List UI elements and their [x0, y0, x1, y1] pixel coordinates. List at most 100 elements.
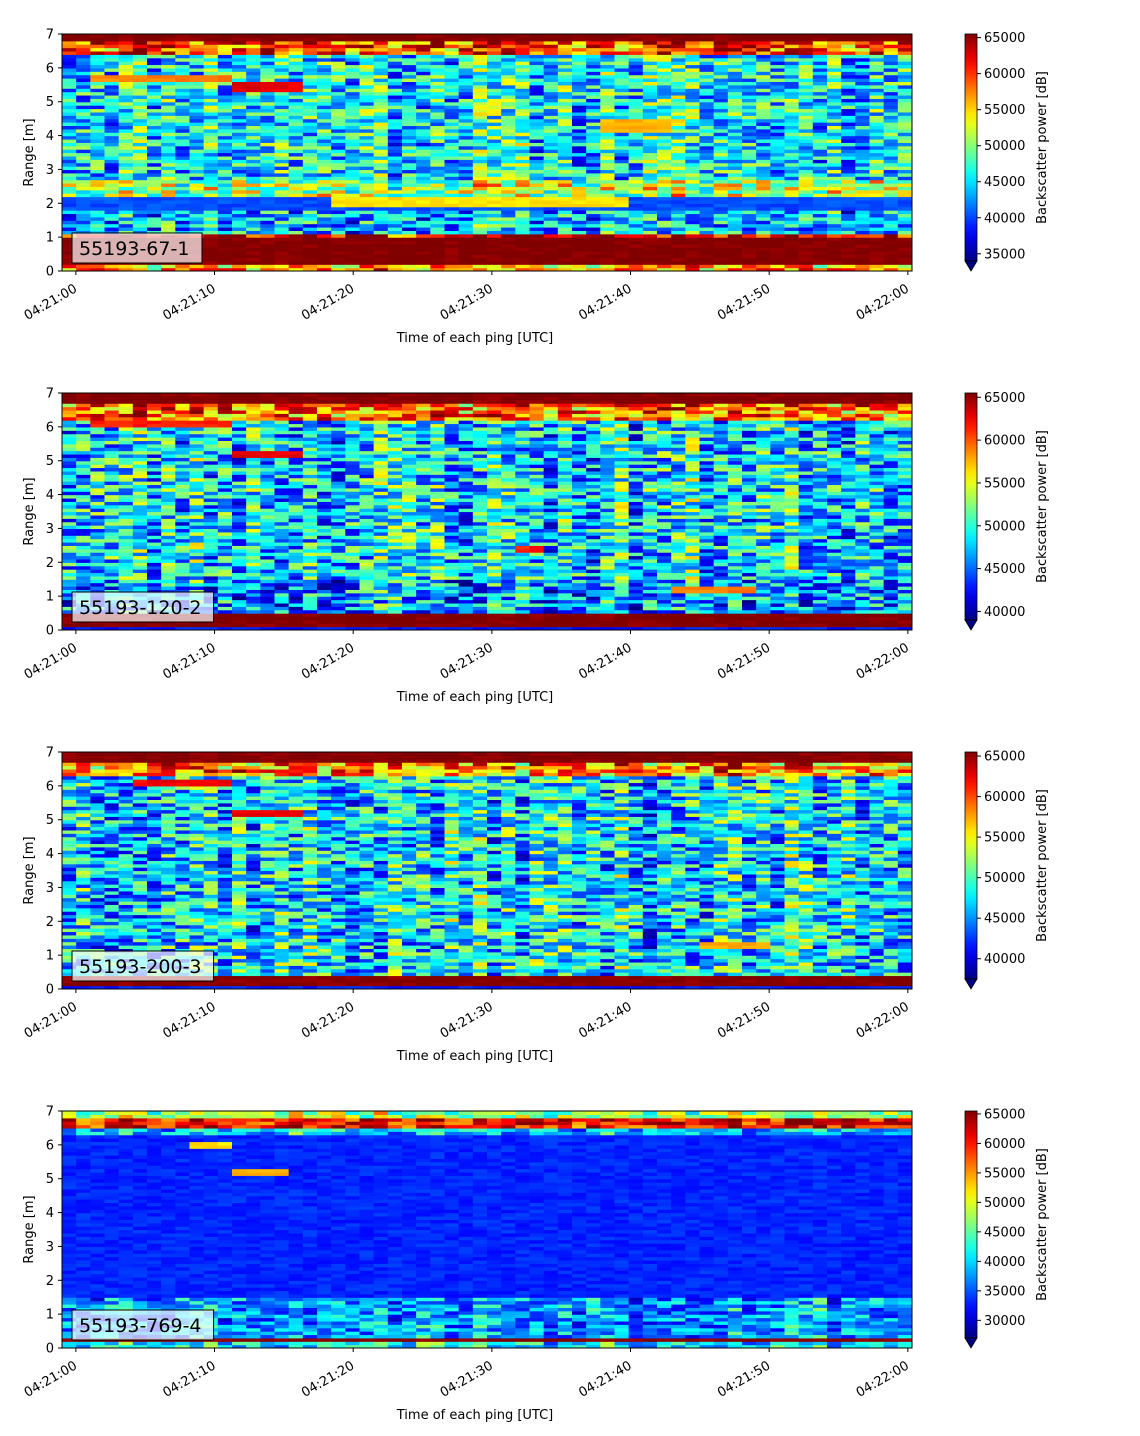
heatmap-cell	[203, 237, 219, 242]
heatmap-cell	[373, 40, 389, 45]
heatmap-cell	[557, 149, 573, 154]
heatmap-cell	[515, 240, 531, 245]
heatmap-cell	[713, 226, 729, 231]
heatmap-cell	[189, 565, 205, 570]
heatmap-cell	[62, 470, 77, 475]
heatmap-cell	[62, 105, 77, 110]
heatmap-cell	[104, 84, 120, 89]
heatmap-cell	[784, 199, 800, 204]
heatmap-cell	[727, 223, 743, 228]
heatmap-cell	[203, 122, 219, 127]
heatmap-cell	[883, 111, 899, 116]
heatmap-cell	[147, 172, 162, 177]
heatmap-cell	[827, 186, 842, 191]
heatmap-cell	[557, 155, 573, 160]
heatmap-cell	[189, 105, 205, 110]
heatmap-cell	[841, 233, 856, 238]
heatmap-cell	[458, 138, 474, 143]
heatmap-cell	[756, 247, 771, 252]
heatmap-cell	[246, 98, 261, 103]
heatmap-cell	[515, 199, 531, 204]
heatmap-cell	[76, 98, 91, 103]
heatmap-cell	[812, 50, 828, 55]
colorbar-extend-min	[964, 260, 978, 272]
heatmap-cell	[274, 233, 290, 238]
heatmap-cell	[798, 57, 814, 62]
heatmap-cell	[118, 518, 134, 523]
heatmap-cell	[897, 220, 912, 225]
heatmap-cell	[529, 230, 545, 235]
heatmap-cell	[274, 223, 290, 228]
heatmap-cell	[685, 142, 701, 147]
heatmap-cell	[756, 193, 771, 198]
heatmap-cell	[147, 57, 162, 62]
heatmap-cell	[76, 491, 91, 496]
heatmap-cell	[727, 101, 743, 106]
heatmap-cell	[118, 413, 134, 418]
heatmap-cell	[189, 193, 205, 198]
heatmap-cell	[203, 152, 219, 157]
heatmap-cell	[742, 101, 757, 106]
heatmap-cell	[572, 149, 587, 154]
heatmap-cell	[841, 189, 856, 194]
heatmap-cell	[543, 61, 559, 66]
heatmap-cell	[161, 132, 176, 137]
heatmap-cell	[132, 447, 148, 452]
heatmap-cell	[260, 210, 276, 215]
heatmap-cell	[203, 623, 219, 628]
heatmap-cell	[572, 179, 587, 184]
heatmap-cell	[756, 199, 771, 204]
heatmap-cell	[614, 108, 630, 113]
heatmap-cell	[501, 135, 516, 140]
heatmap-cell	[430, 118, 446, 123]
heatmap-cell	[76, 264, 91, 269]
heatmap-cell	[501, 250, 516, 255]
heatmap-cell	[487, 172, 502, 177]
heatmap-cell	[118, 101, 134, 106]
heatmap-cell	[274, 182, 290, 187]
heatmap-cell	[812, 67, 828, 72]
heatmap-cell	[62, 138, 77, 143]
heatmap-cell	[302, 162, 318, 167]
heatmap-cell	[246, 122, 261, 127]
heatmap-cell	[402, 189, 417, 194]
heatmap-cell	[132, 525, 148, 530]
heatmap-cell	[600, 220, 616, 225]
heatmap-cell	[76, 61, 91, 66]
heatmap-cell	[628, 94, 644, 99]
heatmap-cell	[232, 44, 247, 49]
heatmap-cell	[586, 193, 601, 198]
heatmap-cell	[458, 186, 474, 191]
heatmap-cell	[600, 71, 616, 76]
y-tick-label: 5	[46, 95, 54, 110]
heatmap-cell	[671, 57, 686, 62]
heatmap-cell	[770, 111, 786, 116]
heatmap-cell	[161, 98, 176, 103]
heatmap-cell	[274, 162, 290, 167]
heatmap-cell	[345, 230, 361, 235]
heatmap-cell	[827, 54, 842, 59]
heatmap-cell	[827, 132, 842, 137]
heatmap-cell	[614, 94, 630, 99]
heatmap-cell	[387, 105, 403, 110]
heatmap-cell	[345, 128, 361, 133]
heatmap-cell	[189, 396, 205, 401]
heatmap-cell	[472, 257, 488, 262]
heatmap-cell	[798, 61, 814, 66]
heatmap-cell	[897, 230, 912, 235]
heatmap-cell	[671, 138, 686, 143]
heatmap-cell	[685, 189, 701, 194]
heatmap-cell	[756, 226, 771, 231]
heatmap-cell	[118, 138, 134, 143]
heatmap-cell	[430, 125, 446, 130]
heatmap-cell	[841, 216, 856, 221]
heatmap-cell	[586, 186, 601, 191]
heatmap-cell	[147, 149, 162, 154]
heatmap-cell	[359, 135, 375, 140]
heatmap-cell	[600, 145, 616, 150]
heatmap-cell	[62, 142, 77, 147]
heatmap-cell	[161, 193, 176, 198]
heatmap-cell	[529, 34, 545, 38]
heatmap-cell	[104, 135, 120, 140]
heatmap-cell	[827, 159, 842, 164]
